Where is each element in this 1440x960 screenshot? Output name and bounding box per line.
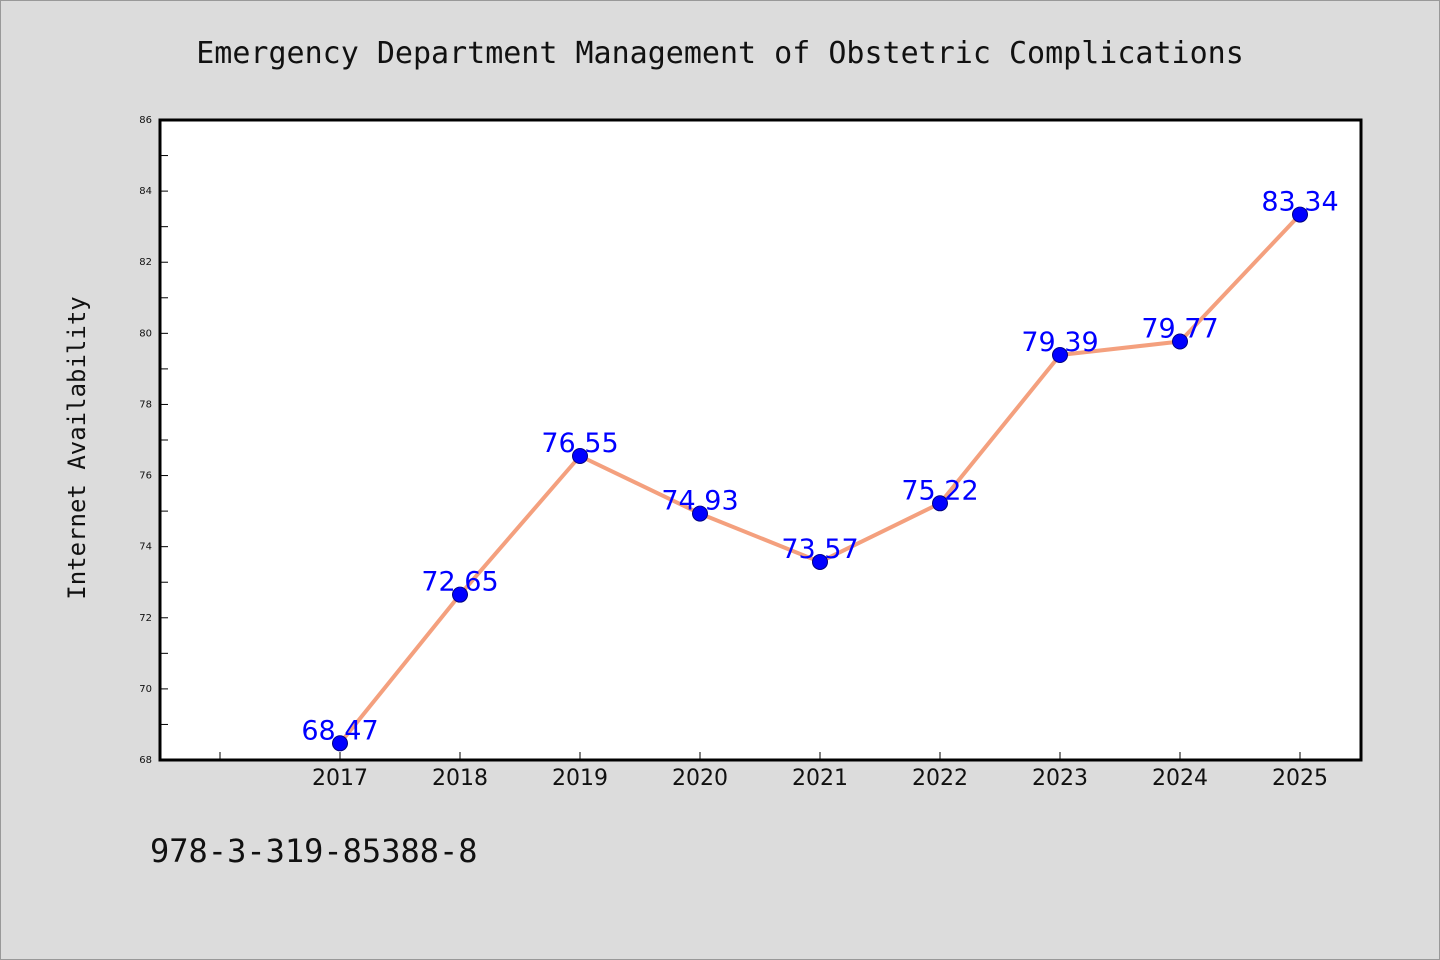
y-tick-label: 68 [139, 755, 152, 766]
y-tick-label: 76 [139, 471, 152, 482]
y-tick-label: 82 [139, 257, 152, 268]
data-label: 79.39 [1021, 327, 1098, 358]
plot-area [158, 118, 1363, 762]
axis-ticks: 68 70 72 74 76 78 80 82 84 86 2017 2018 2019 2020 2021… [139, 115, 1328, 791]
data-point [1052, 347, 1068, 364]
y-tick-label: 78 [139, 399, 152, 410]
data-label: 74.93 [661, 486, 738, 517]
y-tick-label: 86 [139, 115, 152, 126]
data-point [332, 735, 348, 752]
data-label: 75.22 [901, 475, 978, 506]
isbn-caption: 978-3-319-85388-8 [150, 832, 478, 870]
x-tick-label: 2023 [1032, 766, 1088, 791]
data-point [452, 586, 468, 603]
data-label: 76.55 [541, 428, 618, 459]
y-tick-label: 72 [139, 613, 152, 624]
data-point [572, 448, 588, 464]
data-points [332, 206, 1308, 752]
y-axis-label: Internet Availability [63, 296, 91, 599]
x-tick-label: 2020 [672, 766, 728, 791]
x-tick-label: 2019 [552, 766, 608, 791]
chart-title: Emergency Department Management of Obste… [196, 36, 1244, 71]
data-point [812, 553, 828, 570]
y-tick-label: 84 [139, 186, 152, 197]
data-label: 83.34 [1261, 187, 1338, 218]
x-tick-label: 2018 [432, 766, 488, 791]
data-labels: 68.47 72.65 76.55 74.93 73.57 75.22 79.39 79.77… [301, 187, 1338, 747]
y-tick-label: 74 [139, 542, 152, 553]
data-point [1292, 206, 1308, 223]
x-tick-label: 2017 [312, 766, 368, 791]
x-tick-label: 2024 [1152, 766, 1208, 791]
y-tick-label: 70 [139, 684, 152, 695]
data-label: 79.77 [1141, 314, 1218, 345]
data-label: 68.47 [301, 715, 378, 746]
x-tick-label: 2025 [1272, 766, 1328, 791]
data-point [932, 495, 948, 512]
x-tick-label: 2022 [912, 766, 968, 791]
x-tick-label: 2021 [792, 766, 848, 791]
data-label: 73.57 [781, 534, 858, 565]
data-label: 72.65 [421, 567, 498, 598]
y-tick-label: 80 [139, 328, 152, 339]
data-point [692, 505, 708, 522]
data-point [1172, 333, 1188, 350]
